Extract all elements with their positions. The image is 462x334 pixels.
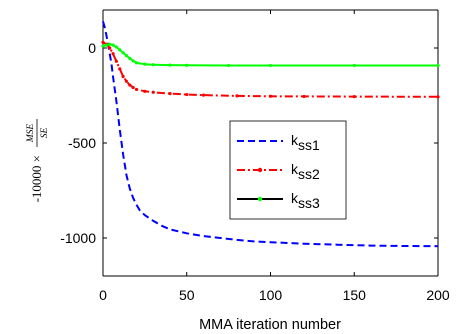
x-axis-label: MMA iteration number xyxy=(199,317,341,333)
data-point-k_ss2 xyxy=(118,67,122,71)
data-point-k_ss2 xyxy=(131,85,135,90)
data-point-k_ss3 xyxy=(124,54,129,58)
legend-marker xyxy=(257,167,263,173)
data-point-k_ss3 xyxy=(104,43,108,47)
legend-entry-k_ss1: kss1 xyxy=(237,132,320,153)
data-point-k_ss2 xyxy=(151,90,155,94)
legend-label: kss3 xyxy=(291,190,320,211)
legend-entry-k_ss2: kss2 xyxy=(237,161,320,182)
x-tick-label: 100 xyxy=(259,287,283,303)
series-k_ss2 xyxy=(101,40,440,99)
data-point-k_ss3 xyxy=(268,63,273,68)
data-point-k_ss3 xyxy=(108,42,112,46)
data-point-k_ss3 xyxy=(131,59,135,63)
legend-marker xyxy=(257,196,263,202)
data-point-k_ss2 xyxy=(185,92,189,97)
data-point-k_ss3 xyxy=(143,62,147,66)
series-k_ss1 xyxy=(102,21,439,248)
data-point-k_ss3 xyxy=(436,63,440,68)
data-point-k_ss2 xyxy=(134,87,139,92)
data-point-k_ss2 xyxy=(108,46,112,50)
data-point-k_ss3 xyxy=(168,63,172,67)
data-point-k_ss3 xyxy=(352,63,356,68)
legend-label: kss2 xyxy=(291,161,320,182)
data-point-k_ss2 xyxy=(235,94,239,98)
series-line-k_ss1 xyxy=(102,21,439,248)
data-point-k_ss3 xyxy=(118,48,122,52)
x-tick-label: 200 xyxy=(426,287,450,303)
data-point-k_ss2 xyxy=(168,92,172,96)
data-point-k_ss3 xyxy=(185,63,189,67)
y-tick-label: -1000 xyxy=(60,230,96,246)
data-point-k_ss3 xyxy=(128,56,132,61)
series-line-k_ss2 xyxy=(102,41,439,98)
y-axis-label-denominator: SE xyxy=(40,128,50,139)
y-ticks: -1000 -500 0 xyxy=(60,40,438,246)
series-k_ss3 xyxy=(101,42,440,68)
data-point-k_ss2 xyxy=(128,83,132,87)
data-point-k_ss2 xyxy=(201,93,206,97)
legend-box xyxy=(229,120,347,220)
x-tick-label: 50 xyxy=(179,287,195,303)
x-tick-label: 0 xyxy=(99,287,107,303)
legend: kss1 kss2 kss3 xyxy=(229,120,347,220)
data-point-k_ss3 xyxy=(227,63,231,68)
y-axis-label: -10000 × MSE SE xyxy=(26,119,50,202)
legend-label: kss1 xyxy=(291,132,320,153)
data-point-k_ss2 xyxy=(436,95,440,99)
data-point-k_ss2 xyxy=(268,94,273,98)
y-tick-label: 0 xyxy=(88,40,96,56)
y-axis-label-prefix: -10000 × xyxy=(29,155,44,202)
data-point-k_ss2 xyxy=(143,89,147,93)
data-point-k_ss3 xyxy=(121,51,125,55)
data-point-k_ss3 xyxy=(114,45,118,49)
legend-label-subscript: ss3 xyxy=(298,195,320,211)
data-point-k_ss2 xyxy=(121,74,125,79)
y-tick-label: -500 xyxy=(68,135,96,151)
data-point-k_ss3 xyxy=(111,43,115,47)
x-tick-label: 150 xyxy=(343,287,367,303)
data-point-k_ss2 xyxy=(352,95,356,99)
legend-label-subscript: ss1 xyxy=(298,137,320,153)
x-ticks: 0 50 100 150 200 xyxy=(99,10,450,303)
y-axis-label-numerator: MSE xyxy=(26,124,36,144)
series-layer xyxy=(101,21,440,248)
data-point-k_ss2 xyxy=(302,94,306,99)
data-point-k_ss3 xyxy=(101,44,105,48)
data-point-k_ss2 xyxy=(101,40,105,44)
data-point-k_ss2 xyxy=(124,79,129,83)
legend-entry-k_ss3: kss3 xyxy=(237,190,320,211)
series-line-k_ss3 xyxy=(102,43,438,67)
data-point-k_ss3 xyxy=(151,63,155,67)
data-point-k_ss2 xyxy=(114,59,118,63)
legend-label-subscript: ss2 xyxy=(298,166,320,182)
data-point-k_ss3 xyxy=(134,61,139,65)
data-point-k_ss2 xyxy=(111,52,115,56)
